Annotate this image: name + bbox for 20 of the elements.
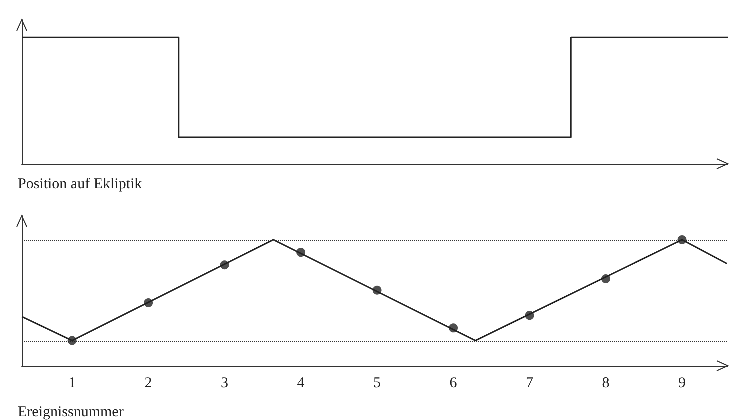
point — [449, 324, 458, 333]
point — [68, 336, 77, 346]
point — [525, 311, 534, 320]
x-tick-label: 7 — [526, 376, 534, 392]
point — [602, 274, 611, 284]
x-tick-label: 5 — [374, 376, 382, 392]
x-tick-label: 1 — [68, 376, 76, 392]
point — [372, 286, 382, 295]
x-axis-title: Position auf Ekliptik — [18, 176, 143, 192]
x-tick-label: 2 — [144, 376, 152, 392]
x-tick-label: 6 — [450, 376, 458, 392]
x-tick-label: 9 — [678, 376, 686, 392]
x-tick-label: 4 — [297, 376, 306, 392]
point — [144, 298, 154, 308]
x-tick-label: 8 — [602, 376, 610, 392]
x-tick-label: 3 — [221, 376, 229, 392]
point — [220, 260, 230, 270]
x-axis-title: Ereignissnummer — [18, 404, 124, 420]
point — [296, 248, 306, 258]
point — [678, 235, 687, 244]
